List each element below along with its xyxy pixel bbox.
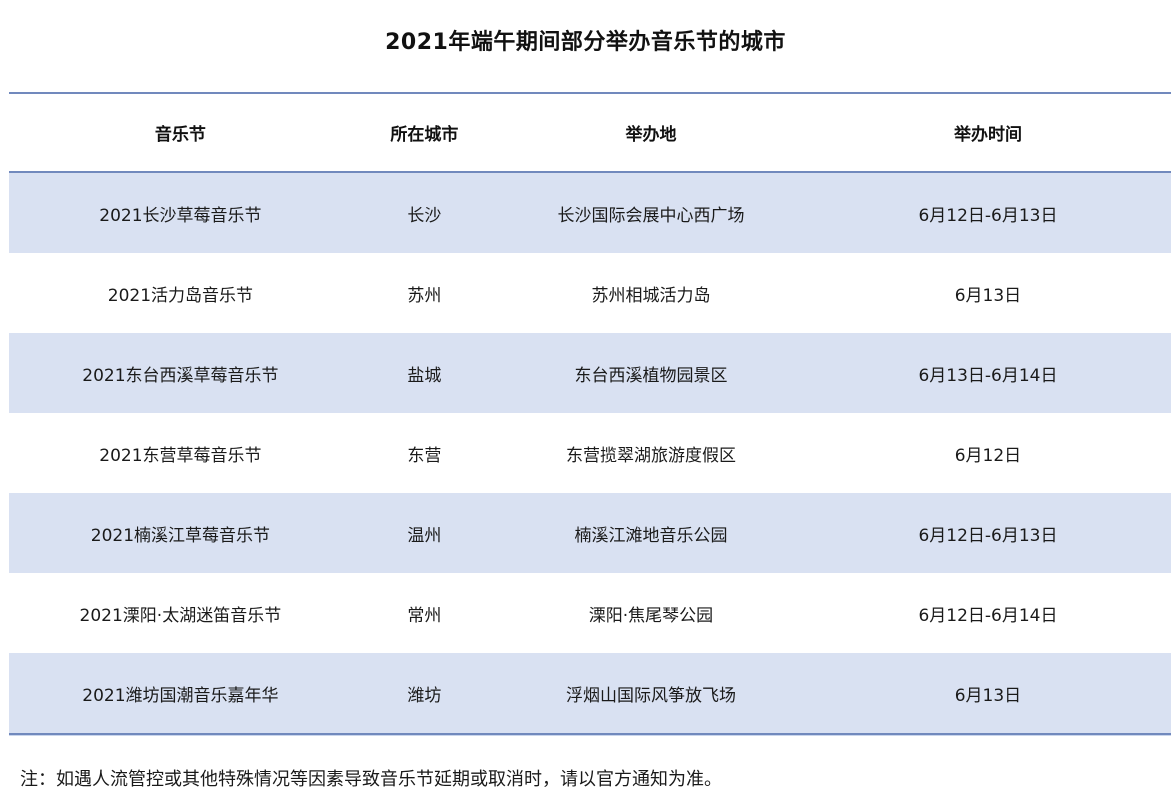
venue-cell: 长沙国际会展中心西广场 xyxy=(557,205,745,226)
city-cell: 盐城 xyxy=(407,365,442,386)
footnote: 注：如遇人流管控或其他特殊情况等因素导致音乐节延期或取消时，请以官方通知为准。 xyxy=(20,769,722,790)
city-cell: 温州 xyxy=(407,525,442,546)
column-header-festival: 音乐节 xyxy=(154,125,206,145)
festival-cell: 2021溧阳·太湖迷笛音乐节 xyxy=(79,605,282,626)
table-row: 2021东台西溪草莓音乐节 盐城 东台西溪植物园景区 6月13日-6月14日 xyxy=(9,333,1171,413)
table-row: 2021溧阳·太湖迷笛音乐节 常州 溧阳·焦尾琴公园 6月12日-6月14日 xyxy=(9,573,1171,653)
venue-cell: 苏州相城活力岛 xyxy=(591,285,711,306)
venue-cell: 东营揽翠湖旅游度假区 xyxy=(565,445,736,466)
date-cell: 6月12日 xyxy=(954,445,1022,466)
date-cell: 6月13日 xyxy=(954,285,1022,306)
column-header-date: 举办时间 xyxy=(953,125,1022,145)
festival-cell: 2021东台西溪草莓音乐节 xyxy=(82,365,279,386)
header-bottom-rule xyxy=(9,171,1171,173)
venue-cell: 浮烟山国际风筝放飞场 xyxy=(565,685,736,706)
city-cell: 苏州 xyxy=(407,285,442,306)
table-row: 2021潍坊国潮音乐嘉年华 潍坊 浮烟山国际风筝放飞场 6月13日 xyxy=(9,653,1171,733)
city-cell: 东营 xyxy=(407,445,442,466)
page-title: 2021年端午期间部分举办音乐节的城市 xyxy=(385,30,786,55)
venue-cell: 楠溪江滩地音乐公园 xyxy=(574,525,728,546)
date-cell: 6月12日-6月14日 xyxy=(918,605,1058,626)
column-header-venue: 举办地 xyxy=(625,125,677,145)
festival-cell: 2021长沙草莓音乐节 xyxy=(99,205,262,226)
table-row: 2021楠溪江草莓音乐节 温州 楠溪江滩地音乐公园 6月12日-6月13日 xyxy=(9,493,1171,573)
festival-cell: 2021活力岛音乐节 xyxy=(107,285,254,306)
city-cell: 长沙 xyxy=(407,205,442,226)
venue-cell: 东台西溪植物园景区 xyxy=(574,365,728,386)
table-bottom-rule xyxy=(9,733,1171,735)
table-row: 2021东营草莓音乐节 东营 东营揽翠湖旅游度假区 6月12日 xyxy=(9,413,1171,493)
festival-cell: 2021楠溪江草莓音乐节 xyxy=(90,525,271,546)
date-cell: 6月13日 xyxy=(954,685,1022,706)
table-header-row: 音乐节 所在城市 举办地 举办时间 xyxy=(9,94,1171,171)
column-header-city: 所在城市 xyxy=(390,125,459,145)
festival-cell: 2021东营草莓音乐节 xyxy=(99,445,262,466)
table-row: 2021长沙草莓音乐节 长沙 长沙国际会展中心西广场 6月12日-6月13日 xyxy=(9,173,1171,253)
date-cell: 6月12日-6月13日 xyxy=(918,205,1058,226)
venue-cell: 溧阳·焦尾琴公园 xyxy=(588,605,714,626)
city-cell: 潍坊 xyxy=(407,685,442,706)
festival-cell: 2021潍坊国潮音乐嘉年华 xyxy=(82,685,279,706)
festival-table: 音乐节 所在城市 举办地 举办时间 2021长沙草莓音乐节 长沙 长沙国际会展中… xyxy=(9,92,1171,735)
date-cell: 6月13日-6月14日 xyxy=(918,365,1058,386)
date-cell: 6月12日-6月13日 xyxy=(918,525,1058,546)
city-cell: 常州 xyxy=(407,605,442,626)
table-row: 2021活力岛音乐节 苏州 苏州相城活力岛 6月13日 xyxy=(9,253,1171,333)
table-top-rule xyxy=(9,92,1171,94)
